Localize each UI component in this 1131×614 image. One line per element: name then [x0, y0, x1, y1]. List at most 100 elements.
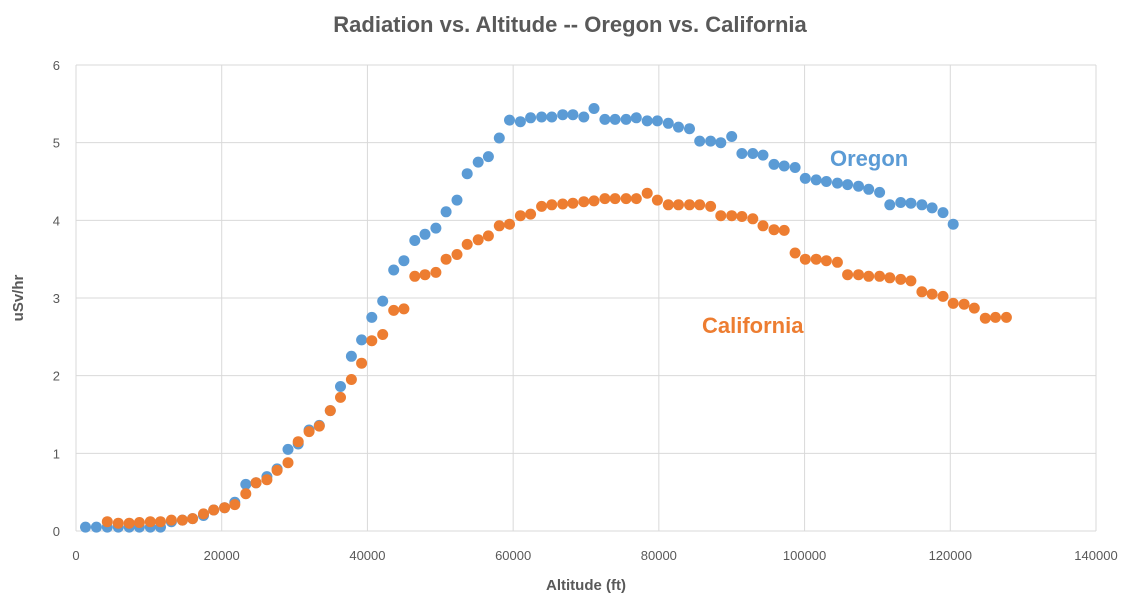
data-point [789, 162, 801, 173]
data-point [863, 270, 875, 282]
data-point [271, 464, 283, 476]
data-point [356, 334, 368, 346]
data-point [884, 199, 896, 211]
data-point [799, 253, 811, 265]
data-point [430, 222, 442, 234]
data-point [440, 206, 452, 218]
data-point [757, 149, 769, 161]
data-point [926, 288, 938, 300]
data-point [979, 312, 991, 324]
data-point [388, 304, 400, 316]
data-point [198, 508, 209, 520]
data-point [165, 514, 177, 526]
x-tick-label: 60000 [495, 548, 531, 563]
data-point [482, 230, 494, 242]
data-point [810, 174, 822, 186]
data-point [409, 270, 421, 282]
data-point [620, 193, 632, 205]
data-point [789, 247, 801, 259]
data-point [599, 113, 611, 125]
data-point [990, 311, 1001, 323]
data-point [905, 275, 917, 287]
data-point [324, 405, 336, 417]
data-point [747, 213, 759, 225]
data-point [472, 156, 484, 168]
data-point [176, 514, 188, 526]
data-point [768, 158, 780, 170]
data-point [968, 302, 980, 314]
data-point [493, 132, 505, 144]
data-point [345, 374, 357, 385]
data-point [80, 521, 91, 533]
x-tick-label: 20000 [204, 548, 240, 563]
data-point [630, 193, 642, 205]
data-point [747, 148, 759, 159]
data-point [937, 207, 949, 219]
y-tick-label: 6 [53, 58, 60, 73]
y-axis-ticks: 0 1 2 3 4 5 6 [53, 58, 60, 539]
data-point [853, 180, 864, 192]
data-point [726, 210, 738, 222]
data-point [673, 121, 684, 133]
data-point [536, 111, 548, 123]
data-point [916, 199, 928, 211]
data-point [398, 255, 410, 267]
data-point [504, 218, 515, 230]
data-point [705, 200, 717, 212]
y-tick-label: 2 [53, 369, 60, 384]
data-point [133, 517, 145, 528]
data-point [282, 443, 294, 455]
data-point [219, 502, 231, 514]
gridlines [75, 64, 1097, 532]
data-point [155, 516, 166, 528]
data-point [101, 516, 113, 528]
data-point [388, 264, 400, 276]
data-point [398, 303, 410, 315]
x-tick-label: 80000 [641, 548, 677, 563]
data-point [345, 350, 357, 362]
data-point [895, 197, 907, 208]
x-tick-label: 0 [72, 548, 79, 563]
data-point [853, 269, 864, 281]
series-label-california: California [702, 313, 804, 338]
data-point [820, 176, 832, 187]
x-tick-label: 40000 [349, 548, 385, 563]
data-point [588, 195, 600, 207]
data-point [820, 255, 832, 267]
data-point [335, 391, 346, 403]
data-point [229, 499, 241, 511]
data-point [874, 186, 886, 198]
data-point [895, 273, 907, 285]
data-point [250, 477, 262, 489]
data-point [419, 228, 431, 240]
y-tick-label: 0 [53, 524, 60, 539]
data-point [726, 131, 738, 142]
data-point [567, 197, 579, 209]
data-point [240, 488, 252, 500]
y-tick-label: 3 [53, 291, 60, 306]
data-point [609, 113, 621, 125]
data-point [451, 194, 463, 206]
series-oregon [80, 103, 959, 533]
data-point [144, 516, 156, 528]
data-point [303, 426, 315, 438]
data-point [377, 329, 389, 340]
data-point [810, 253, 822, 265]
data-point [705, 135, 717, 147]
data-point [419, 269, 431, 281]
data-point [599, 193, 611, 205]
data-point [694, 135, 706, 147]
data-point [313, 420, 325, 432]
data-point [525, 208, 537, 220]
data-point [662, 117, 674, 129]
data-point [937, 290, 949, 302]
data-point [292, 436, 304, 448]
data-point [440, 253, 452, 265]
data-point [715, 137, 727, 149]
x-tick-label: 120000 [929, 548, 972, 563]
data-point [366, 335, 378, 347]
data-point [557, 198, 569, 210]
y-tick-label: 1 [53, 446, 60, 461]
series-california [101, 187, 1012, 529]
data-point [493, 220, 505, 232]
